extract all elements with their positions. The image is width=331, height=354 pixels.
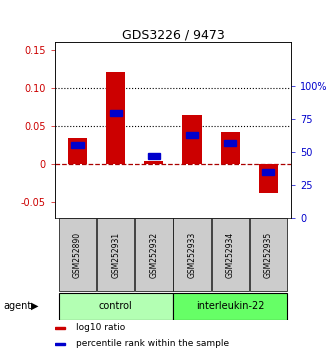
Text: GSM252931: GSM252931 bbox=[111, 232, 120, 278]
Bar bbox=[55, 327, 65, 329]
Bar bbox=[110, 109, 122, 116]
Bar bbox=[221, 132, 240, 164]
Text: GSM252890: GSM252890 bbox=[73, 232, 82, 278]
Text: agent: agent bbox=[3, 301, 31, 311]
Text: ▶: ▶ bbox=[31, 301, 38, 311]
Bar bbox=[186, 132, 198, 138]
Bar bbox=[68, 138, 87, 164]
Text: GSM252934: GSM252934 bbox=[226, 232, 235, 278]
Title: GDS3226 / 9473: GDS3226 / 9473 bbox=[121, 28, 224, 41]
FancyBboxPatch shape bbox=[97, 218, 134, 291]
FancyBboxPatch shape bbox=[59, 218, 96, 291]
FancyBboxPatch shape bbox=[173, 293, 287, 320]
FancyBboxPatch shape bbox=[212, 218, 249, 291]
Text: GSM252933: GSM252933 bbox=[188, 232, 197, 278]
Bar bbox=[224, 140, 236, 146]
FancyBboxPatch shape bbox=[135, 218, 172, 291]
FancyBboxPatch shape bbox=[250, 218, 287, 291]
Text: percentile rank within the sample: percentile rank within the sample bbox=[76, 339, 229, 348]
Bar bbox=[259, 164, 278, 193]
Bar bbox=[71, 142, 84, 148]
Text: control: control bbox=[99, 301, 132, 311]
Bar bbox=[262, 169, 274, 175]
FancyBboxPatch shape bbox=[59, 293, 172, 320]
Text: interleukin-22: interleukin-22 bbox=[196, 301, 264, 311]
Bar bbox=[144, 161, 164, 164]
Bar bbox=[182, 115, 202, 164]
Bar bbox=[55, 343, 65, 345]
FancyBboxPatch shape bbox=[173, 218, 211, 291]
Bar bbox=[106, 72, 125, 164]
Bar bbox=[148, 153, 160, 159]
Text: log10 ratio: log10 ratio bbox=[76, 323, 125, 332]
Text: GSM252935: GSM252935 bbox=[264, 232, 273, 278]
Text: GSM252932: GSM252932 bbox=[149, 232, 158, 278]
